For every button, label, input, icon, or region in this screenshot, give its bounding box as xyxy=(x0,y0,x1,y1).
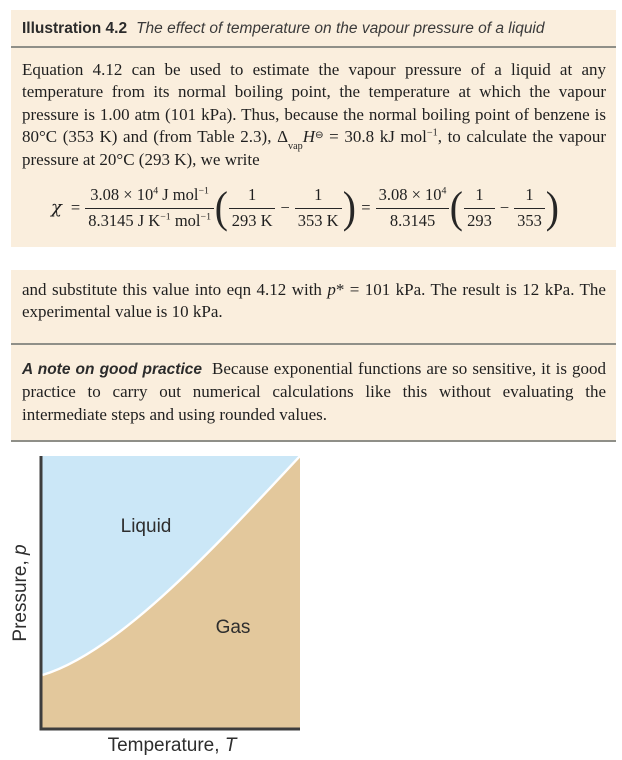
inverse-temperature-2: 1 353 K xyxy=(294,185,342,231)
fraction-numerator: 3.08 × 104 xyxy=(375,185,450,209)
numeric-fraction: 3.08 × 104 8.3145 xyxy=(375,185,450,231)
enthalpy-symbol: H xyxy=(302,127,316,147)
clausius-clapeyron-equation: χ = 3.08 × 104 J mol−1 8.3145 J K−1 mol−… xyxy=(40,185,616,247)
pressure-variable: p xyxy=(327,280,336,299)
note-lead-in: A note on good practice xyxy=(22,360,203,378)
gas-region-label: Gas xyxy=(215,617,251,638)
close-paren: ) xyxy=(545,183,559,233)
intro-run-1: Equation 4.12 can be used to estimate th… xyxy=(22,60,606,147)
illustration-label: Illustration 4.2 xyxy=(22,20,128,37)
numerator-value: 3.08 × 10 xyxy=(378,185,442,205)
illustration-box: Illustration 4.2 The effect of temperatur… xyxy=(11,10,616,248)
note-paragraph: A note on good practice Because exponenti… xyxy=(11,345,616,440)
vap-subscript: vap xyxy=(288,141,303,153)
fraction-denominator: 8.3145 J K−1 mol−1 xyxy=(85,209,214,232)
close-paren: ) xyxy=(342,183,356,233)
substitute-run-1: and substitute this value into eqn 4.12 … xyxy=(22,280,328,299)
fraction-numerator: 1 xyxy=(228,185,276,209)
substitute-paragraph: and substitute this value into eqn 4.12 … xyxy=(11,270,616,334)
unit-superscript: −1 xyxy=(160,211,171,223)
phase-boundary-curve xyxy=(42,456,300,677)
phase-diagram-plot xyxy=(39,456,300,731)
fraction-denominator: 353 xyxy=(517,210,542,230)
illustration-header: Illustration 4.2 The effect of temperatur… xyxy=(11,10,616,48)
divider-rule xyxy=(11,342,616,345)
unit-superscript: −1 xyxy=(198,185,209,197)
x-axis-label: Temperature, T xyxy=(108,735,237,757)
power-superscript: 4 xyxy=(441,185,447,197)
per-mole-superscript: −1 xyxy=(426,127,438,139)
open-paren: ( xyxy=(450,183,464,233)
gas-region-area xyxy=(42,456,300,728)
y-axis-label-text: Pressure, xyxy=(10,554,31,642)
star-symbol: * xyxy=(335,280,345,299)
intro-run-3: , to calculate the vapour pressure at 20… xyxy=(22,127,606,169)
y-axis-label: Pressure, p xyxy=(10,544,32,641)
fraction-denominator: 353 K xyxy=(297,210,339,230)
minus-sign: − xyxy=(280,197,290,217)
intro-paragraph: Equation 4.12 can be used to estimate th… xyxy=(11,48,616,171)
denominator-value: 8.3145 J K xyxy=(88,210,161,230)
fraction-numerator: 1 xyxy=(294,185,342,209)
fraction-numerator: 3.08 × 104 J mol−1 xyxy=(85,185,215,209)
equals-sign: = xyxy=(70,197,81,217)
numerator-value: 3.08 × 10 xyxy=(90,185,154,205)
illustration-title: The effect of temperature on the vapour … xyxy=(136,20,545,37)
axes-lines xyxy=(39,456,300,731)
inverse-temperature-1: 1 293 K xyxy=(228,185,276,231)
intro-run-2: = 30.8 kJ mol xyxy=(323,127,427,147)
fraction-denominator: 8.3145 xyxy=(389,210,436,230)
pressure-variable: p xyxy=(10,544,31,555)
equals-sign: = xyxy=(361,197,371,217)
fraction-denominator: 293 xyxy=(467,210,492,230)
open-paren: ( xyxy=(214,183,228,233)
x-axis-label-text: Temperature, xyxy=(107,735,225,756)
minus-sign: − xyxy=(499,197,510,217)
fraction-numerator: 1 xyxy=(464,185,495,209)
chi-symbol: χ xyxy=(51,196,62,218)
fraction-denominator: 293 K xyxy=(231,210,273,230)
substitute-run-2: = 101 kPa. The result is 12 kPa. The exp… xyxy=(22,280,606,322)
inverse-temperature-4: 1 353 xyxy=(514,185,545,231)
liquid-region-area xyxy=(42,456,300,675)
fraction-numerator: 1 xyxy=(514,185,545,209)
inverse-temperature-3: 1 293 xyxy=(464,185,495,231)
note-body: Because exponential functions are so sen… xyxy=(22,358,606,424)
liquid-region-label: Liquid xyxy=(120,516,172,537)
temperature-variable: T xyxy=(224,735,237,756)
numerator-unit: J mol xyxy=(158,185,199,205)
power-superscript: 4 xyxy=(153,185,159,197)
result-and-note-box: and substitute this value into eqn 4.12 … xyxy=(11,270,616,443)
denominator-unit: mol xyxy=(170,210,201,230)
unit-superscript: −1 xyxy=(200,211,212,223)
standard-state-icon: ⊖ xyxy=(315,129,324,141)
enthalpy-over-R-fraction: 3.08 × 104 J mol−1 8.3145 J K−1 mol−1 xyxy=(85,185,215,232)
